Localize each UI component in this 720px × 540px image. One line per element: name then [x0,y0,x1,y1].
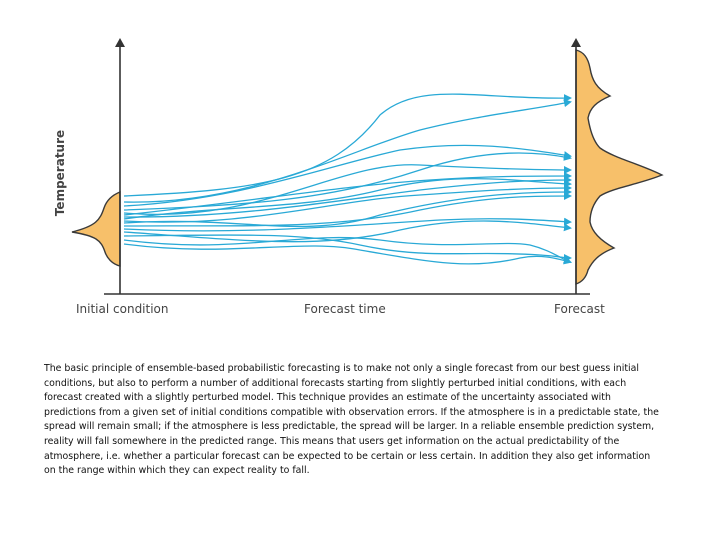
trajectory-line [123,93,572,197]
axes [104,44,590,295]
forecast-distribution-curve [575,49,664,285]
x-label-forecast: Forecast [554,302,605,316]
y-axis-arrowhead [115,38,125,47]
trajectory-line [123,144,572,207]
trajectory-line [123,172,572,216]
trajectory-line [123,236,572,264]
trajectory-line [123,188,572,228]
trajectory-line [123,243,572,265]
trajectory-line [123,217,572,232]
trajectory-line [123,99,572,203]
trajectory-line [123,192,572,227]
trajectory-line [123,234,572,262]
ensemble-trajectories [123,93,572,265]
x-label-initial-condition: Initial condition [76,302,169,316]
trajectory-line [123,184,572,223]
ensemble-forecast-diagram: Temperature Initial condition Forecast t… [53,38,664,316]
caption-paragraph: The basic principle of ensemble-based pr… [44,363,659,477]
trajectory-line [123,177,572,220]
forecast-axis-arrowhead [571,38,581,47]
x-label-forecast-time: Forecast time [304,302,386,316]
trajectory-line [123,220,572,243]
initial-distribution-curve [71,190,121,267]
y-axis-label: Temperature [53,130,67,216]
trajectory-line [123,152,572,211]
